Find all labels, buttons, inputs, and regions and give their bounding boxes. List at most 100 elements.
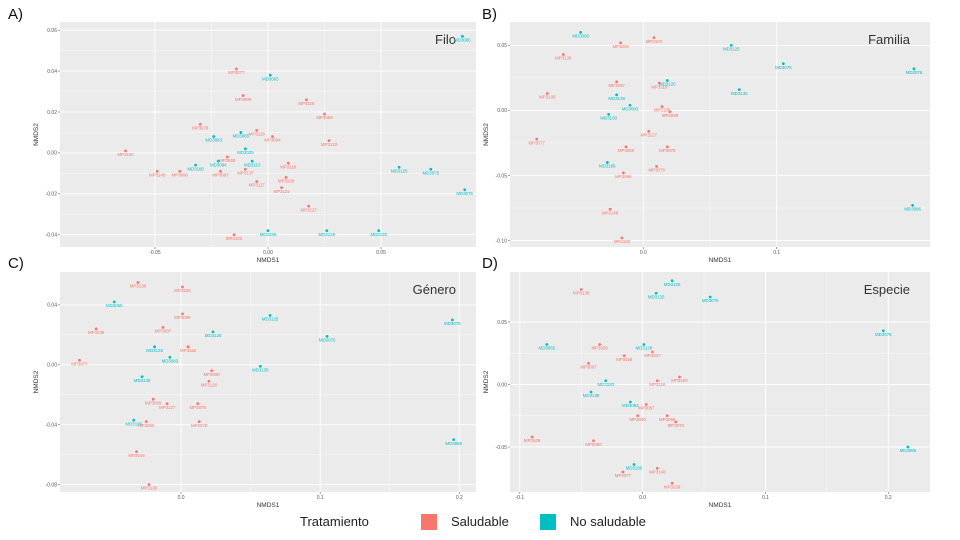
- y-tick-label: 0.04: [47, 303, 57, 309]
- data-point-saludable: [207, 379, 211, 383]
- data-point-saludable: [674, 420, 678, 424]
- point-label-no-saludable: MD3083: [622, 106, 639, 111]
- data-point-no-saludable: [325, 229, 329, 233]
- point-label-saludable: MP3138: [130, 284, 147, 289]
- legend: Tratamiento Saludable No saludable: [0, 510, 960, 536]
- point-label-no-saludable: MD3075: [422, 170, 439, 175]
- data-point-saludable: [624, 145, 628, 149]
- data-point-no-saludable: [212, 135, 216, 138]
- data-point-saludable: [155, 169, 159, 173]
- data-point-no-saludable: [628, 103, 632, 107]
- point-label-saludable: MP3100: [226, 236, 243, 241]
- data-point-no-saludable: [194, 163, 198, 167]
- x-tick-label: 0.0: [640, 250, 647, 256]
- data-point-no-saludable: [604, 379, 608, 383]
- point-label-no-saludable: MD3128: [636, 346, 653, 351]
- panel-title: Filo: [435, 32, 456, 47]
- data-point-saludable: [197, 420, 201, 424]
- data-point-no-saludable: [589, 390, 593, 394]
- data-point-no-saludable: [325, 334, 329, 338]
- data-point-saludable: [198, 122, 202, 126]
- data-point-saludable: [561, 53, 565, 56]
- data-point-no-saludable: [737, 88, 741, 92]
- data-point-no-saludable: [579, 31, 583, 34]
- point-label-saludable: MP3130: [654, 108, 671, 113]
- point-label-no-saludable: MD3196: [260, 232, 277, 237]
- point-label-saludable: MP3148: [649, 469, 666, 474]
- data-point-saludable: [327, 139, 331, 143]
- point-label-saludable: MP3120: [646, 39, 663, 44]
- point-label-saludable: MP3133: [321, 142, 338, 147]
- data-point-no-saludable: [266, 229, 270, 233]
- point-label-saludable: MP3127: [644, 353, 661, 358]
- x-tick-label: -0.05: [149, 250, 161, 256]
- x-tick-label: 0.00: [263, 250, 273, 256]
- data-point-saludable: [135, 450, 138, 453]
- legend-key-no-saludable: [540, 514, 556, 530]
- point-label-no-saludable: MD3126: [659, 82, 676, 87]
- data-point-saludable: [241, 94, 245, 98]
- point-label-saludable: MP3130: [141, 486, 158, 491]
- point-label-no-saludable: MD3135: [252, 367, 269, 372]
- data-point-no-saludable: [429, 167, 433, 171]
- point-label-saludable: MP3127: [640, 132, 657, 137]
- data-point-saludable: [165, 402, 169, 406]
- panel-especie: -0.1 0.0 0.1 0.2 -0.05 0.00 0.05 NMDS1 NMDS2 D) Es…: [482, 255, 930, 509]
- point-label-saludable: MP3060: [618, 148, 635, 153]
- point-label-saludable: MP3078: [191, 423, 208, 428]
- data-point-saludable: [305, 98, 308, 102]
- point-label-no-saludable: MD3196: [125, 421, 142, 426]
- point-label-saludable: MP3004: [264, 138, 281, 143]
- point-label-saludable: MP3078: [648, 168, 665, 173]
- y-tick-label: -0.02: [46, 192, 58, 198]
- data-point-no-saludable: [911, 203, 915, 207]
- data-point-saludable: [668, 110, 672, 114]
- data-point-saludable: [284, 176, 288, 179]
- data-point-no-saludable: [397, 165, 401, 169]
- y-axis-title: NMDS2: [483, 123, 490, 146]
- point-label-no-saludable: MD3130: [370, 232, 387, 237]
- x-axis-title: NMDS1: [709, 257, 732, 264]
- data-point-saludable: [307, 204, 311, 208]
- point-label-no-saludable: MD3113: [244, 162, 261, 167]
- data-point-no-saludable: [463, 188, 467, 192]
- data-point-saludable: [670, 481, 674, 485]
- point-label-no-saludable: MD3086: [900, 448, 917, 453]
- legend-label-no-saludable: No saludable: [570, 514, 646, 529]
- data-point-no-saludable: [140, 375, 144, 379]
- data-point-no-saludable: [628, 400, 632, 404]
- y-tick-label: 0.00: [497, 382, 507, 388]
- point-label-saludable: MP3120: [174, 288, 191, 293]
- y-tick-label: 0.02: [47, 110, 57, 116]
- point-label-no-saludable: MD3130: [134, 378, 151, 383]
- legend-label-saludable: Saludable: [451, 514, 509, 529]
- x-tick-label: 0.1: [773, 250, 780, 256]
- data-point-saludable: [178, 169, 182, 173]
- point-label-no-saludable: MD3083: [162, 359, 179, 364]
- point-label-saludable: MP3097: [608, 83, 625, 88]
- data-point-saludable: [665, 414, 669, 418]
- data-point-saludable: [255, 129, 259, 132]
- point-label-saludable: MP3121: [273, 189, 290, 194]
- legend-key-saludable: [421, 514, 437, 530]
- data-point-no-saludable: [258, 364, 262, 368]
- point-label-no-saludable: MD3085: [233, 134, 250, 139]
- point-label-no-saludable: MD3086: [454, 38, 471, 43]
- point-label-saludable: MP3097: [155, 329, 172, 334]
- plot-background: [510, 22, 930, 247]
- data-point-saludable: [621, 171, 625, 175]
- point-label-saludable: MP3148: [128, 453, 145, 458]
- data-point-no-saludable: [906, 445, 910, 449]
- y-axis-title: NMDS2: [483, 370, 490, 393]
- point-label-saludable: MP3060: [585, 442, 602, 447]
- data-point-no-saludable: [654, 291, 658, 295]
- data-point-no-saludable: [268, 73, 272, 77]
- point-label-no-saludable: MD3125: [723, 47, 740, 52]
- y-tick-label: -0.05: [496, 173, 508, 179]
- point-label-saludable: MP3139: [88, 330, 105, 335]
- data-point-saludable: [657, 81, 661, 85]
- point-label-no-saludable: MD3075: [319, 338, 336, 343]
- point-label-saludable: MP3077: [71, 361, 88, 366]
- data-point-saludable: [620, 236, 624, 240]
- data-point-no-saludable: [881, 329, 885, 333]
